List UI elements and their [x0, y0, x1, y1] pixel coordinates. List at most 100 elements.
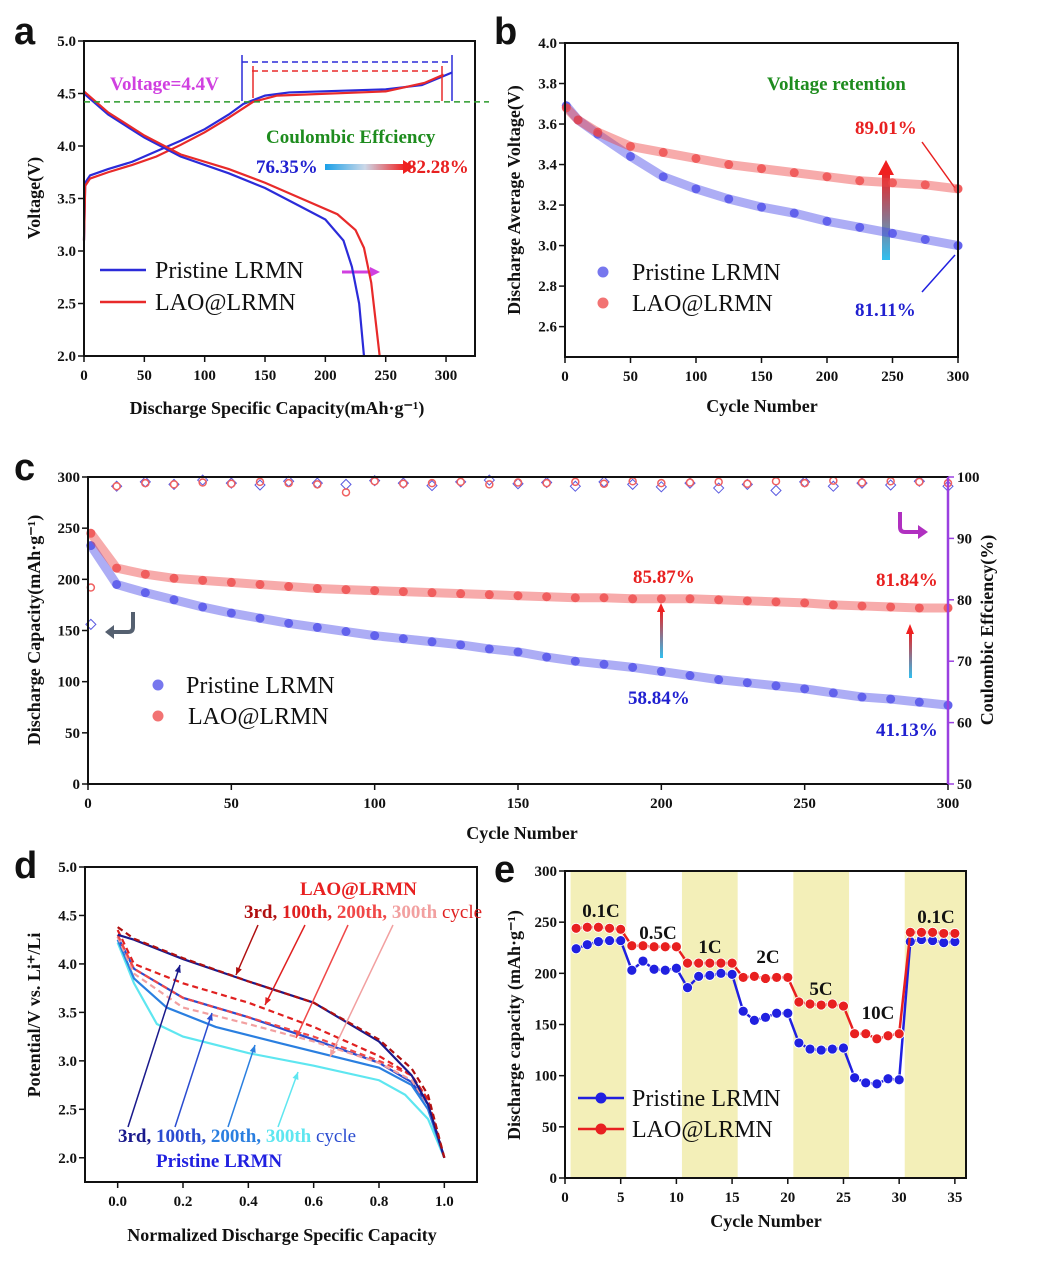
data-point: [743, 479, 752, 489]
series-band: [561, 101, 963, 251]
data-point: [427, 637, 437, 647]
panel-e: e 0 5 10 15 20 25 30 35 0 50 100 150 200 250 300 Cycle N…: [494, 849, 967, 1231]
series-lao-lrmn-charge: [82, 73, 445, 241]
y-axis-label: Discharge capacity (mAh·g⁻¹): [504, 910, 525, 1140]
x-tick-label: 250: [881, 369, 904, 385]
y2-tick-label: 100: [957, 470, 980, 486]
retention-pristine: 81.11%: [855, 300, 916, 321]
x-tick-label: 250: [793, 796, 816, 812]
data-point: [724, 160, 734, 170]
x-tick-label: 150: [254, 368, 277, 384]
y-tick-label: 4.5: [57, 87, 76, 103]
series-pristine-lrmn-charge: [82, 71, 453, 241]
pristine-cycle-legend: 3rd, 100th, 200th, 300th cycle: [118, 1126, 356, 1147]
series-pristine-lrmn-capacity: [86, 541, 953, 710]
y2-tick-label: 90: [957, 531, 972, 547]
data-point: [888, 228, 897, 238]
legend-label: Pristine LRMN: [632, 1086, 781, 1112]
panel-letter: a: [14, 11, 36, 53]
series-line: [116, 934, 446, 1159]
data-point: [815, 1044, 827, 1056]
y-tick-label: 3.0: [57, 244, 76, 260]
y-axis-label: Potential/V vs. Li⁺/Li: [24, 933, 44, 1098]
series-pristine-lrmn-discharge: [83, 92, 366, 357]
series-pristine-lrmn-3rd: [117, 933, 446, 1159]
data-point: [169, 480, 179, 489]
y-tick-label: 200: [58, 572, 81, 588]
arrow-head: [236, 967, 242, 975]
x-tick-label: 100: [685, 369, 708, 385]
data-point: [882, 1073, 894, 1085]
data-point: [682, 957, 693, 969]
data-point: [370, 586, 380, 596]
data-point: [656, 666, 666, 676]
series-pristine-lrmn: [570, 934, 961, 1090]
x-tick-label: 300: [937, 796, 960, 812]
ce-title: Coulombic Effciency: [266, 127, 436, 148]
x-tick-label: 0: [84, 796, 92, 812]
series-line: [82, 73, 445, 241]
y-tick-label: 3.0: [538, 239, 557, 255]
panel-a: a 0 50 100 150 200 250 300 2.0 2.5 3.0 3.5 4.0 4.5 5.0…: [14, 11, 489, 419]
data-point: [724, 194, 734, 204]
data-point: [882, 1030, 894, 1042]
data-point: [691, 153, 701, 163]
lao-retention-pointer: [921, 141, 956, 189]
series-lao-lrmn-100th: [116, 929, 446, 1159]
data-point: [715, 967, 727, 979]
panel-d: d 0.0 0.2 0.4 0.6 0.8 1.0 2.0 2.5 3.0 3.5 4.0 4.5 5.0…: [14, 845, 478, 1245]
retention-lao: 89.01%: [855, 118, 917, 139]
x-tick-label: 0: [561, 1190, 569, 1206]
cycle-label-part: 200th,: [211, 1126, 266, 1147]
y-tick-label: 150: [535, 1018, 558, 1034]
legend-label: LAO@LRMN: [632, 1117, 773, 1143]
y2-axis-label: Coulombic Effciency(%): [977, 535, 998, 725]
data-point: [626, 151, 635, 161]
legend-marker: [597, 266, 609, 278]
data-point: [771, 1007, 783, 1019]
panel-letter: c: [14, 447, 35, 489]
voltage-annotation: Voltage=4.4V: [110, 74, 219, 95]
data-point: [571, 477, 580, 487]
retention-lao-300: 81.84%: [876, 570, 938, 591]
ce-pristine: 76.35%: [256, 157, 318, 178]
x-tick-label: 35: [947, 1190, 962, 1206]
legend-marker: [152, 679, 164, 691]
series-line: [82, 71, 453, 241]
y-tick-label: 0: [73, 777, 81, 793]
data-point: [914, 697, 924, 707]
retention-pristine-200: 58.84%: [628, 688, 690, 709]
x-axis-label: Discharge Specific Capacity(mAh·g⁻¹): [130, 398, 425, 419]
y-tick-label: 300: [58, 470, 81, 486]
y-tick-label: 150: [58, 624, 81, 640]
x-tick-label: 15: [725, 1190, 740, 1206]
data-point: [904, 927, 916, 938]
data-point: [284, 618, 294, 628]
x-tick-label: 0: [80, 368, 88, 384]
y-tick-label: 3.2: [538, 198, 557, 214]
rate-label: 0.1C: [582, 901, 619, 922]
data-point: [312, 584, 322, 594]
cycle-label-part: 200th,: [337, 902, 392, 923]
legend-label: Pristine LRMN: [155, 258, 304, 284]
y-tick-label: 2.5: [57, 297, 76, 313]
ce-gradient-arrow: [325, 164, 405, 170]
x-tick-label: 0.4: [239, 1194, 258, 1210]
data-point: [886, 477, 895, 486]
x-axis-label: Cycle Number: [466, 823, 577, 843]
data-point: [483, 474, 496, 486]
data-point: [748, 971, 760, 982]
y2-tick-label: 60: [957, 716, 972, 732]
y-axis-label: Discharge Average Voltage(V): [504, 85, 525, 315]
right-axis-arrow-icon: [898, 512, 922, 534]
data-point: [398, 634, 408, 644]
cycle300-gradient-arrow: [909, 632, 912, 678]
data-point: [513, 478, 523, 487]
y-tick-label: 2.0: [58, 1151, 77, 1167]
y-tick-label: 50: [542, 1120, 557, 1136]
data-point: [714, 675, 724, 685]
data-point: [570, 922, 582, 934]
data-point: [570, 593, 580, 603]
series-pristine-lrmn-200th: [116, 939, 446, 1159]
